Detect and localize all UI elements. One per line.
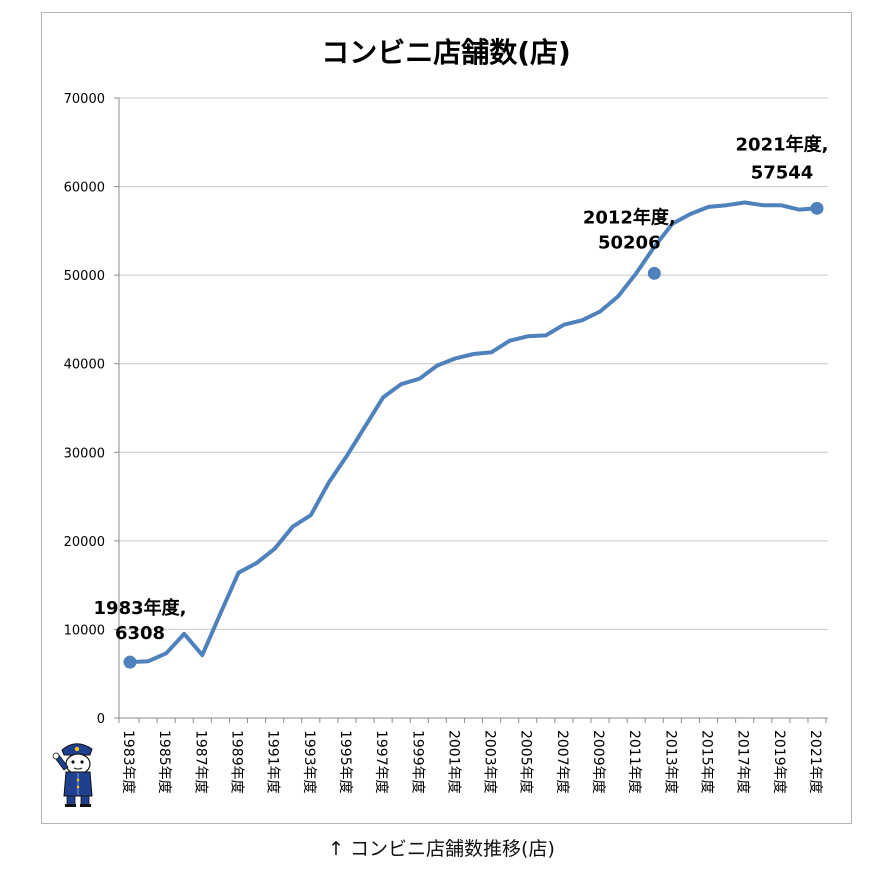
chart-title: コンビニ店舗数(店) [321, 36, 571, 69]
series-line [128, 200, 819, 665]
x-tick-label: 1995年度 [337, 730, 353, 794]
x-tick-label: 2017年度 [735, 730, 751, 794]
x-tick-label: 2015年度 [699, 730, 715, 794]
x-tick-label: 1985年度 [156, 730, 172, 794]
x-tick-label: 2011年度 [626, 730, 642, 794]
x-tick-label: 1993年度 [301, 730, 317, 794]
annotation-value: 57544 [751, 162, 814, 183]
x-tick-label: 2005年度 [518, 730, 534, 794]
x-tick-label: 1989年度 [228, 730, 244, 794]
x-tick-label: 2019年度 [771, 730, 787, 794]
axes [114, 97, 828, 723]
annotation-label: 2012年度, [583, 206, 676, 228]
annotations: 1983年度, 6308 2012年度, 50206 2021年度, 57544 [94, 133, 829, 644]
x-tick-label: 1999年度 [409, 730, 425, 794]
x-tick-label: 1991年度 [265, 730, 281, 794]
y-tick-label: 30000 [64, 446, 105, 461]
y-tick-label: 50000 [64, 269, 105, 284]
x-tick-label: 1987年度 [192, 730, 208, 794]
y-tick-label: 0 [97, 712, 105, 727]
y-tick-label: 40000 [64, 358, 105, 373]
y-tick-label: 10000 [64, 623, 105, 638]
x-tick-label: 2007年度 [554, 730, 570, 794]
y-tick-label: 60000 [64, 181, 105, 196]
y-tick-label: 20000 [64, 535, 105, 550]
x-tick-label: 2013年度 [662, 730, 678, 794]
x-tick-label: 2021年度 [807, 730, 823, 794]
x-tick-label: 2003年度 [482, 730, 498, 794]
y-tick-label: 70000 [64, 92, 105, 107]
highlight-point [647, 266, 661, 280]
x-tick-label: 2009年度 [590, 730, 606, 794]
y-tick-labels: 0 10000 20000 30000 40000 50000 60000 70000 [64, 92, 105, 727]
x-tick-labels: 1983年度 1985年度 1987年度 1989年度 1991年度 1993年度 1995… [120, 730, 823, 794]
annotation-label: 1983年度, [94, 597, 187, 619]
annotation-label: 2021年度, [736, 133, 829, 155]
series [123, 200, 824, 669]
chart-frame [41, 12, 852, 824]
figure-caption: ↑ コンビニ店舗数推移(店) [328, 838, 555, 860]
x-tick-label: 1983年度 [120, 730, 136, 794]
annotation-value: 50206 [598, 232, 661, 253]
highlight-point [123, 655, 137, 669]
gridlines [119, 97, 828, 630]
x-tick-label: 2001年度 [445, 730, 461, 794]
x-tick-label: 1997年度 [373, 730, 389, 794]
annotation-value: 6308 [115, 623, 165, 644]
police-officer-mascot-icon [52, 743, 93, 807]
highlight-point [810, 201, 824, 215]
line-chart: コンビニ店舗数(店) 0 10000 20000 30000 40000 50000 600… [64, 36, 829, 794]
